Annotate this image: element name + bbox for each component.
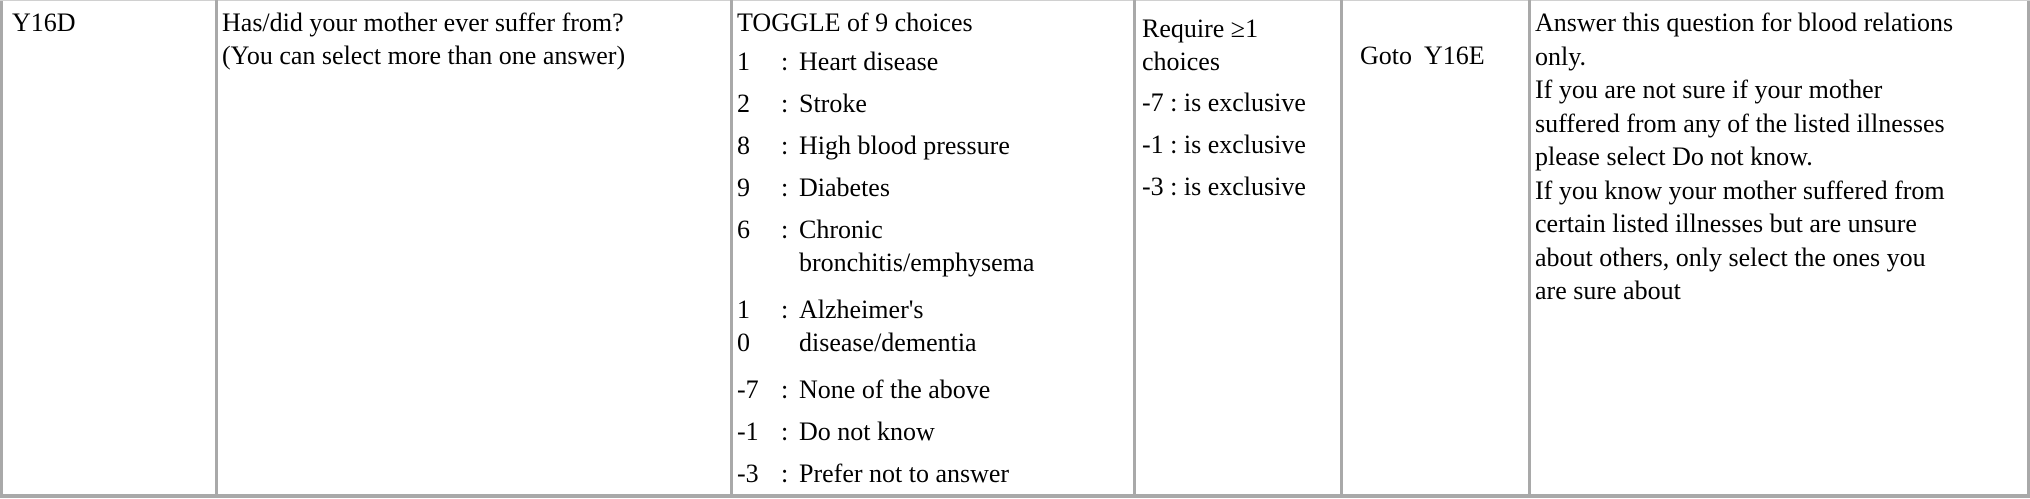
choice-separator: :: [781, 215, 789, 244]
choice-label: None of the above: [799, 375, 991, 404]
choice-code: -1: [737, 417, 759, 446]
choice-label: Chronic bronchitis/emphysema: [799, 213, 1127, 279]
column-divider: [1133, 0, 1136, 494]
note-line: only.: [1535, 41, 1587, 71]
question-id-cell: Y16D: [12, 6, 207, 39]
validation-requirement-unit: choices: [1142, 47, 1220, 76]
validation-rule: -3 : is exclusive: [1142, 172, 1306, 201]
choice-separator: :: [781, 89, 789, 118]
column-divider: [730, 0, 733, 494]
choice-code: 1: [737, 47, 750, 76]
choice-label: Heart disease: [799, 47, 939, 76]
choice-code: 2: [737, 89, 750, 118]
choice-label: High blood pressure: [799, 131, 1010, 160]
choice-item: 9 : Diabetes: [737, 171, 1127, 213]
choice-item: 1 : Heart disease: [737, 45, 1127, 87]
column-divider: [215, 0, 218, 494]
choice-label: Do not know: [799, 417, 935, 446]
choice-label-line: disease/dementia: [799, 328, 977, 357]
choice-label-line: Alzheimer's: [799, 295, 924, 324]
choice-code: 6: [737, 215, 750, 244]
choice-label: Stroke: [799, 89, 867, 118]
choice-separator: :: [781, 173, 789, 202]
choice-item: 6 : Chronic bronchitis/emphysema: [737, 213, 1127, 293]
choice-code-line: 1: [737, 295, 750, 324]
choice-item: 2 : Stroke: [737, 87, 1127, 129]
choice-item: 8 : High blood pressure: [737, 129, 1127, 171]
validation-cell: Require ≥1 choices -7 : is exclusive -1 …: [1142, 12, 1332, 212]
note-line: Answer this question for blood relations: [1535, 8, 1954, 37]
routing-cell: Goto Y16E: [1347, 6, 1522, 72]
question-text: Has/did your mother ever suffer from?: [222, 8, 624, 37]
note-line: please select Do not know.: [1535, 142, 1813, 171]
question-id: Y16D: [12, 8, 76, 37]
response-options-cell: TOGGLE of 9 choices 1 : Heart disease 2 …: [737, 6, 1127, 499]
choice-separator: :: [781, 417, 789, 446]
validation-rules: -7 : is exclusive -1 : is exclusive -3 :…: [1142, 86, 1332, 212]
column-divider: [1340, 0, 1343, 494]
choice-code: -7: [737, 375, 759, 404]
note-line: If you know your mother suffered from: [1535, 175, 1945, 205]
choice-label: Diabetes: [799, 173, 890, 202]
choice-separator: :: [781, 131, 789, 160]
choice-label-line: bronchitis/emphysema: [799, 248, 1035, 277]
choice-code-line: 0: [737, 328, 750, 357]
choice-item: 1 0 : Alzheimer's disease/dementia: [737, 293, 1127, 373]
choice-item: -7 : None of the above: [737, 373, 1127, 415]
question-text-cell: Has/did your mother ever suffer from? (Y…: [222, 6, 722, 72]
choice-separator: :: [781, 459, 789, 488]
question-instruction: (You can select more than one answer): [222, 41, 626, 70]
choice-separator: :: [781, 375, 789, 404]
note-line: certain listed illnesses but are unsure: [1535, 209, 1917, 238]
choice-code: 1 0: [737, 293, 781, 359]
top-divider: [0, 0, 2030, 1]
note-line: about others, only select the ones you: [1535, 242, 1926, 272]
validation-rule: -7 : is exclusive: [1142, 88, 1306, 117]
note-line: If you are not sure if your mother: [1535, 75, 1883, 104]
choice-item: -1 : Do not know: [737, 415, 1127, 457]
choice-code: 8: [737, 131, 750, 160]
choice-label-line: Chronic: [799, 215, 883, 244]
column-divider: [1528, 0, 1531, 494]
routing-instruction: Goto Y16E: [1360, 41, 1485, 70]
choice-list: 1 : Heart disease 2 : Stroke 8 : High bl…: [737, 45, 1127, 499]
choice-separator: :: [781, 47, 789, 76]
note-line: suffered from any of the listed illnesse…: [1535, 108, 1945, 138]
note-cell: Answer this question for blood relations…: [1535, 6, 2025, 308]
note-line: are sure about: [1535, 276, 1681, 305]
choice-label: Prefer not to answer: [799, 459, 1010, 488]
validation-requirement: Require ≥1: [1142, 14, 1259, 43]
validation-rule: -1 : is exclusive: [1142, 130, 1306, 159]
choice-code: 9: [737, 173, 750, 202]
choice-code: -3: [737, 459, 759, 488]
choice-separator: :: [781, 295, 789, 324]
choice-label: Alzheimer's disease/dementia: [799, 293, 1127, 359]
response-type-header: TOGGLE of 9 choices: [737, 8, 973, 37]
choice-item: -3 : Prefer not to answer: [737, 457, 1127, 499]
